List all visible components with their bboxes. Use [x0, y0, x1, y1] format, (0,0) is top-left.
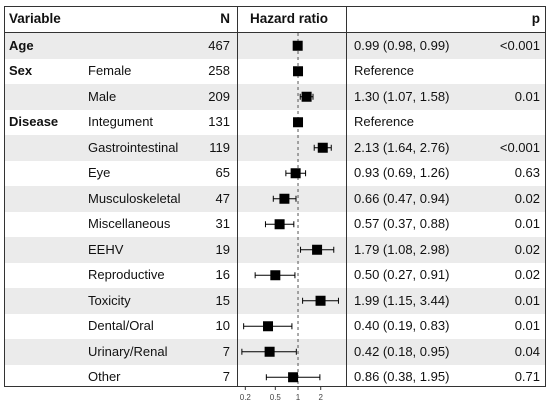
hr-marker: [293, 117, 304, 128]
row-ci-text: 0.86 (0.38, 1.95): [354, 369, 450, 385]
row-ci-text: 1.99 (1.15, 3.44): [354, 292, 450, 308]
hr-marker: [292, 40, 303, 51]
row-p-value: <0.001: [499, 37, 540, 53]
row-p-value: 0.63: [514, 165, 540, 181]
row-n: 258: [208, 63, 230, 79]
row-stripe: [4, 84, 546, 110]
header-variable: Variable: [9, 11, 61, 26]
row-level-label: Gastrointestinal: [88, 139, 179, 155]
hr-marker: [293, 66, 304, 77]
x-tick-label: 2: [318, 393, 323, 402]
hr-marker: [290, 168, 301, 179]
row-level-label: Toxicity: [88, 292, 131, 308]
row-n: 131: [208, 114, 230, 130]
top-border: [4, 6, 546, 7]
row-ci-text: 1.30 (1.07, 1.58): [354, 88, 450, 104]
row-ci-text: Reference: [354, 114, 414, 130]
hr-marker: [288, 372, 299, 383]
row-n: 47: [215, 190, 230, 206]
row-ci-text: 0.99 (0.98, 0.99): [354, 37, 450, 53]
x-tick-label: 1: [296, 393, 301, 402]
row-level-label: Dental/Oral: [88, 318, 154, 334]
row-level-label: Male: [88, 88, 117, 104]
hr-marker: [312, 244, 323, 255]
row-ci-text: 0.40 (0.19, 0.83): [354, 318, 450, 334]
row-level-label: Other: [88, 369, 121, 385]
row-group-label: Disease: [9, 114, 59, 130]
row-group-label: Sex: [9, 63, 33, 79]
row-stripe: [4, 237, 546, 263]
row-p-value: 0.71: [514, 369, 540, 385]
row-n: 31: [215, 216, 230, 232]
hr-marker: [301, 91, 312, 102]
left-border: [4, 6, 5, 386]
plot-left-divider: [237, 6, 238, 386]
row-ci-text: 1.79 (1.08, 2.98): [354, 241, 450, 257]
bottom-border: [4, 386, 546, 387]
hr-marker: [264, 346, 275, 357]
row-p-value: 0.02: [514, 190, 540, 206]
plot-right-divider: [346, 6, 347, 386]
row-ci-text: Reference: [354, 63, 414, 79]
row-p-value: 0.02: [514, 267, 540, 283]
row-level-label: Miscellaneous: [88, 216, 171, 232]
row-n: 15: [215, 292, 230, 308]
x-tick-label: 0.2: [240, 393, 252, 402]
row-ci-text: 0.42 (0.18, 0.95): [354, 343, 450, 359]
row-p-value: 0.01: [514, 216, 540, 232]
row-p-value: 0.01: [514, 318, 540, 334]
row-p-value: 0.01: [514, 88, 540, 104]
hr-marker: [279, 193, 290, 204]
row-ci-text: 0.57 (0.37, 0.88): [354, 216, 450, 232]
row-n: 467: [208, 37, 230, 53]
row-level-label: Urinary/Renal: [88, 343, 168, 359]
header-hazard-ratio: Hazard ratio: [250, 11, 329, 26]
row-stripe: [4, 288, 546, 314]
row-level-label: Female: [88, 63, 132, 79]
row-ci-text: 0.93 (0.69, 1.26): [354, 165, 450, 181]
row-p-value: 0.02: [514, 241, 540, 257]
row-n: 19: [215, 241, 230, 257]
row-level-label: Integument: [88, 114, 154, 130]
header-n: N: [220, 11, 230, 26]
hr-marker: [263, 321, 274, 332]
header-p: p: [531, 11, 540, 26]
row-ci-text: 2.13 (1.64, 2.76): [354, 139, 450, 155]
x-tick-label: 0.5: [270, 393, 282, 402]
row-level-label: Reproductive: [88, 267, 165, 283]
hr-marker: [270, 270, 281, 281]
row-n: 10: [215, 318, 230, 334]
hr-marker: [315, 295, 326, 306]
row-level-label: EEHV: [88, 241, 124, 257]
row-stripe: [4, 135, 546, 161]
row-n: 16: [215, 267, 230, 283]
hr-marker: [274, 219, 285, 230]
row-stripe: [4, 33, 546, 59]
row-level-label: Musculoskeletal: [88, 190, 181, 206]
row-n: 65: [215, 165, 230, 181]
right-border: [545, 6, 546, 386]
row-n: 209: [208, 88, 230, 104]
row-p-value: <0.001: [499, 139, 540, 155]
row-p-value: 0.04: [514, 343, 540, 359]
hr-marker: [317, 142, 328, 153]
header-divider: [4, 32, 546, 33]
row-p-value: 0.01: [514, 292, 540, 308]
row-group-label: Age: [9, 37, 34, 53]
row-n: 7: [222, 343, 230, 359]
row-ci-text: 0.66 (0.47, 0.94): [354, 190, 450, 206]
row-level-label: Eye: [88, 165, 111, 181]
row-ci-text: 0.50 (0.27, 0.91): [354, 267, 450, 283]
row-n: 119: [209, 139, 230, 155]
row-n: 7: [222, 369, 230, 385]
